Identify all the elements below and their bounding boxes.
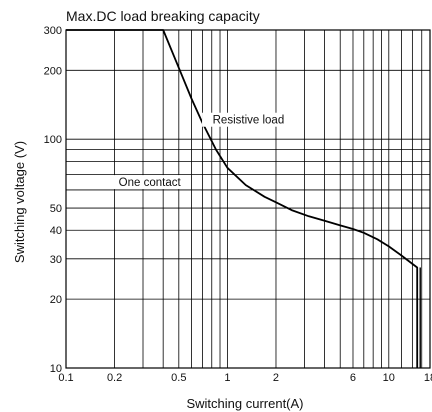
y-tick-label: 10: [50, 363, 62, 375]
x-tick-label: 0.2: [107, 372, 122, 384]
annotation-background: [202, 112, 295, 127]
y-tick-label: 40: [50, 225, 62, 237]
x-tick-label: 18: [424, 372, 432, 384]
y-tick-label: 300: [44, 25, 62, 37]
annotation-label: Resistive load: [213, 115, 285, 127]
x-tick-label: 6: [350, 372, 356, 384]
y-tick-label: 30: [50, 254, 62, 266]
series-layer: [66, 29, 421, 368]
annotation-background: [112, 175, 187, 190]
y-tick-label: 100: [44, 134, 62, 146]
x-tick-label: 0.1: [58, 372, 73, 384]
y-tick-labels: 10 20 30 40 50 100 200 300: [44, 25, 62, 375]
plot-frame: [65, 29, 431, 369]
x-tick-label: 10: [383, 372, 395, 384]
y-tick-label: 20: [50, 294, 62, 306]
y-tick-label: 200: [44, 65, 62, 77]
y-axis-title: Switching voltage (V): [12, 141, 27, 263]
x-tick-labels: 0.1 0.2 0.5 1 2 6 10 18: [58, 372, 432, 384]
x-tick-label: 0.5: [171, 372, 186, 384]
annotation-label: One contact: [119, 177, 182, 189]
x-axis-title: Switching current(A): [186, 396, 303, 411]
series-line: [66, 29, 419, 368]
x-tick-label: 1: [224, 372, 230, 384]
x-tick-label: 2: [273, 372, 279, 384]
chart-title: Max.DC load breaking capacity: [66, 8, 260, 24]
annotations: Resistive load One contact: [112, 112, 295, 190]
y-tick-label: 50: [50, 203, 62, 215]
grid: [66, 30, 430, 368]
